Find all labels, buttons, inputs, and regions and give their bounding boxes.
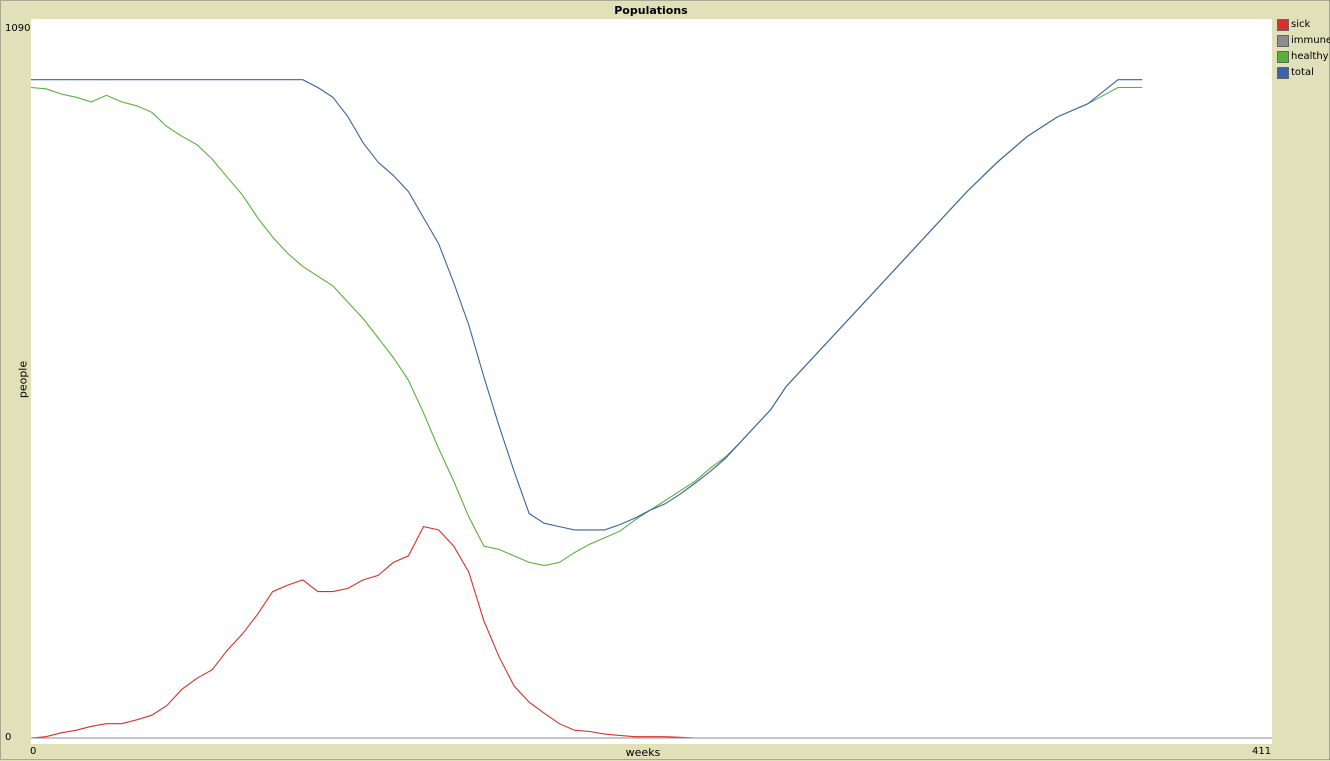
series-line-healthy: [30, 86, 1143, 567]
legend-swatch-total: [1277, 67, 1289, 79]
legend-item-immune: immune: [1276, 34, 1330, 50]
y-tick-label-min: 0: [5, 732, 12, 743]
legend-label-total: total: [1291, 67, 1314, 78]
legend-label-sick: sick: [1291, 19, 1311, 30]
legend-item-total: total: [1276, 66, 1330, 82]
legend-label-immune: immune: [1291, 35, 1330, 46]
y-tick-label-max: 1090: [5, 23, 31, 34]
legend-swatch-immune: [1277, 35, 1289, 47]
series-line-total: [31, 79, 1143, 531]
x-tick-label-min: 0: [30, 746, 37, 757]
legend-swatch-healthy: [1277, 51, 1289, 63]
x-axis-label: weeks: [625, 746, 661, 759]
series-line-sick: [30, 525, 771, 739]
x-tick-label-max: 411: [1252, 746, 1272, 757]
legend: sick immune healthy total: [1276, 18, 1330, 82]
plot-area: [31, 19, 1272, 744]
legend-item-healthy: healthy: [1276, 50, 1330, 66]
legend-swatch-sick: [1277, 19, 1289, 31]
chart-title: Populations: [614, 4, 688, 17]
legend-label-healthy: healthy: [1291, 51, 1329, 62]
legend-item-sick: sick: [1276, 18, 1330, 34]
